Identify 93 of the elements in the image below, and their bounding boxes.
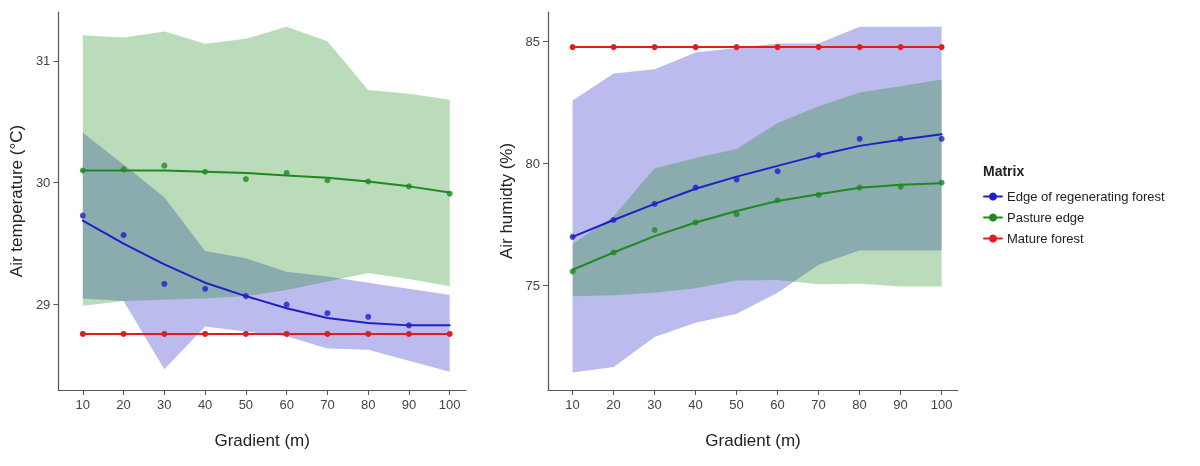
point <box>692 184 699 191</box>
x-tick-label: 50 <box>238 397 254 412</box>
x-tick-label: 70 <box>320 397 335 412</box>
y-tick-label: 30 <box>35 175 51 191</box>
point <box>938 44 945 51</box>
point <box>405 322 412 329</box>
point <box>120 330 127 337</box>
x-tick-label: 60 <box>279 397 294 412</box>
point <box>815 44 822 51</box>
x-axis-title: Gradient (m) <box>705 431 801 450</box>
point <box>651 227 658 234</box>
point <box>774 168 781 175</box>
y-axis-title: Air humidty (%) <box>496 142 516 260</box>
point <box>733 176 740 183</box>
point <box>161 330 168 337</box>
x-tick-label: 60 <box>770 397 785 412</box>
point <box>283 330 290 337</box>
x-tick-label: 10 <box>565 397 580 412</box>
point <box>897 183 904 190</box>
point <box>815 191 822 198</box>
point <box>815 152 822 159</box>
y-tick-label: 31 <box>35 53 51 69</box>
point <box>242 293 249 300</box>
x-tick-label: 20 <box>116 397 131 412</box>
y-tick-label: 85 <box>525 33 540 49</box>
point <box>692 44 699 51</box>
point <box>324 177 331 184</box>
point <box>446 330 453 337</box>
point <box>610 217 617 224</box>
point <box>161 280 168 287</box>
x-tick-label: 50 <box>729 397 744 412</box>
point <box>569 233 576 240</box>
point <box>405 183 412 190</box>
point <box>569 44 576 51</box>
point <box>283 169 290 176</box>
x-tick-label: 30 <box>157 397 172 412</box>
x-tick-label: 40 <box>197 397 213 412</box>
point <box>242 330 249 337</box>
point <box>242 176 249 183</box>
x-tick-label: 80 <box>360 397 376 412</box>
point <box>733 211 740 218</box>
point <box>202 285 209 292</box>
point <box>856 135 863 142</box>
point <box>610 249 617 256</box>
point <box>324 310 331 317</box>
point <box>651 200 658 207</box>
point <box>365 178 372 185</box>
x-tick-label: 40 <box>688 397 703 412</box>
point <box>897 135 904 142</box>
legend-label: Edge of regenerating forest <box>1007 189 1165 204</box>
point <box>446 190 453 197</box>
point <box>938 135 945 142</box>
point <box>938 179 945 186</box>
y-axis-title: Air temperature (°C) <box>7 124 26 278</box>
x-tick-label: 80 <box>852 397 867 412</box>
x-tick-label: 100 <box>438 397 461 412</box>
x-tick-label: 20 <box>606 397 621 412</box>
point <box>733 44 740 51</box>
x-tick-label: 100 <box>930 397 953 412</box>
x-tick-label: 30 <box>647 397 662 412</box>
y-tick-label: 75 <box>525 277 540 293</box>
point <box>610 44 617 51</box>
y-tick-label: 80 <box>525 155 540 171</box>
point <box>897 44 904 51</box>
point <box>202 168 209 175</box>
x-tick-label: 10 <box>75 397 91 412</box>
point <box>202 330 209 337</box>
point <box>365 330 372 337</box>
x-tick-label: 90 <box>893 397 908 412</box>
point <box>651 44 658 51</box>
point <box>774 197 781 204</box>
legend-title: Matrix <box>983 163 1025 179</box>
point <box>692 219 699 226</box>
legend-label: Mature forest <box>1007 231 1084 246</box>
x-axis-title: Gradient (m) <box>214 431 310 450</box>
point <box>856 184 863 191</box>
point <box>405 330 412 337</box>
legend-label: Pasture edge <box>1007 210 1085 225</box>
x-tick-label: 90 <box>401 397 417 412</box>
point <box>365 313 372 320</box>
point <box>79 212 86 219</box>
point <box>120 232 127 239</box>
point <box>324 330 331 337</box>
point <box>161 162 168 169</box>
point <box>774 44 781 51</box>
point <box>283 301 290 308</box>
point <box>120 166 127 173</box>
point <box>79 330 86 337</box>
x-tick-label: 70 <box>811 397 826 412</box>
y-tick-label: 29 <box>35 297 51 313</box>
point <box>79 167 86 174</box>
point <box>569 268 576 275</box>
point <box>856 44 863 51</box>
